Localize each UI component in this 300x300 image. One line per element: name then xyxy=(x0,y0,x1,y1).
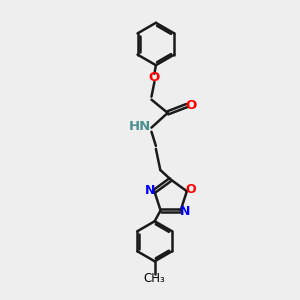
Text: O: O xyxy=(186,183,196,196)
Text: N: N xyxy=(180,205,190,218)
Text: O: O xyxy=(186,99,197,112)
Text: HN: HN xyxy=(129,120,152,133)
Text: N: N xyxy=(145,184,155,197)
Text: O: O xyxy=(149,71,160,84)
Text: CH₃: CH₃ xyxy=(144,272,166,285)
